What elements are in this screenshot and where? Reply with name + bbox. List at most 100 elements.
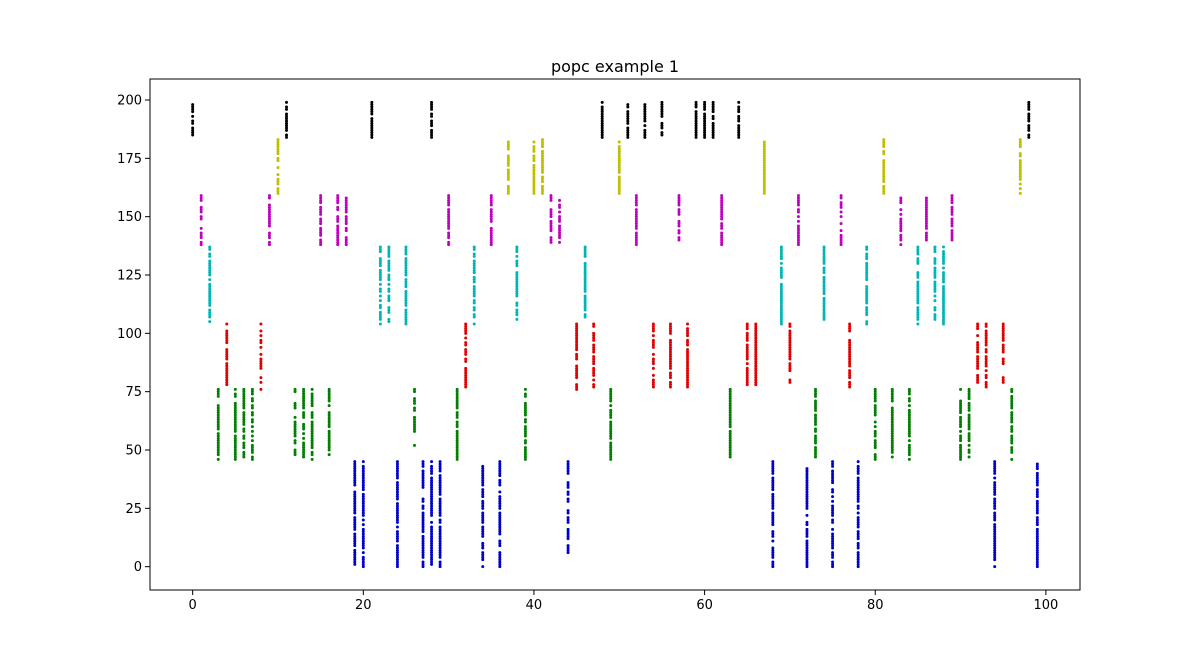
data-point xyxy=(882,184,886,188)
data-point xyxy=(225,366,229,370)
data-point xyxy=(779,268,783,272)
data-point xyxy=(387,259,391,263)
data-point xyxy=(387,308,391,312)
data-point xyxy=(216,422,220,426)
data-point xyxy=(831,539,835,543)
data-point xyxy=(626,126,630,130)
data-point xyxy=(481,553,485,557)
data-point xyxy=(848,322,852,326)
data-point xyxy=(899,222,903,226)
data-point xyxy=(737,114,741,118)
data-point xyxy=(489,196,493,200)
data-point xyxy=(370,133,374,137)
data-point xyxy=(609,397,613,401)
data-point xyxy=(395,511,399,515)
data-point xyxy=(993,499,997,503)
data-point xyxy=(1035,506,1039,510)
data-point xyxy=(651,324,655,328)
data-point xyxy=(216,394,220,398)
data-point xyxy=(796,196,800,200)
data-point xyxy=(549,222,553,226)
data-point xyxy=(754,366,758,370)
data-point xyxy=(353,534,357,538)
data-point xyxy=(242,387,246,391)
data-point xyxy=(728,413,732,417)
data-point xyxy=(361,539,365,543)
data-point xyxy=(771,548,775,552)
data-point xyxy=(327,422,331,426)
data-point xyxy=(771,506,775,510)
data-point xyxy=(1035,492,1039,496)
data-point xyxy=(822,289,826,293)
data-point xyxy=(916,313,920,317)
data-point xyxy=(498,518,502,522)
data-point xyxy=(600,110,604,114)
data-point xyxy=(310,422,314,426)
data-point xyxy=(327,448,331,452)
data-point xyxy=(558,224,562,228)
data-point xyxy=(302,427,306,431)
data-point xyxy=(430,525,434,529)
data-point xyxy=(413,406,416,410)
data-point xyxy=(395,502,399,506)
data-point xyxy=(814,401,817,405)
data-point xyxy=(549,236,553,240)
data-point xyxy=(481,492,485,496)
data-point xyxy=(754,327,758,331)
data-point xyxy=(336,194,340,198)
data-point xyxy=(976,334,980,338)
data-point xyxy=(924,212,928,216)
data-point xyxy=(848,343,852,347)
data-point xyxy=(336,238,340,242)
data-point xyxy=(873,399,877,403)
data-point xyxy=(839,215,843,219)
data-point xyxy=(600,100,604,104)
data-point xyxy=(438,483,442,487)
data-point xyxy=(745,357,749,361)
data-point xyxy=(353,476,357,480)
data-point xyxy=(856,546,860,550)
data-point xyxy=(404,317,408,321)
data-point xyxy=(1001,322,1005,326)
data-point xyxy=(549,229,553,233)
data-point xyxy=(327,399,331,403)
data-point xyxy=(1018,177,1022,181)
data-point xyxy=(489,208,493,212)
data-point xyxy=(737,133,741,137)
data-point xyxy=(515,310,519,314)
data-point xyxy=(771,560,775,564)
data-point xyxy=(822,247,826,251)
data-point xyxy=(1035,520,1039,524)
data-point xyxy=(592,385,596,389)
data-point xyxy=(907,392,911,396)
data-point xyxy=(941,250,945,254)
data-point xyxy=(267,208,271,212)
data-point xyxy=(233,420,237,424)
data-point xyxy=(617,177,621,181)
data-point xyxy=(993,565,997,569)
data-point xyxy=(1001,327,1005,331)
data-point xyxy=(430,133,434,137)
data-point xyxy=(848,327,852,331)
data-point xyxy=(771,565,775,569)
data-point xyxy=(609,415,613,419)
data-point xyxy=(344,215,348,219)
data-point xyxy=(754,329,758,333)
data-point xyxy=(540,145,544,149)
data-point xyxy=(532,159,536,163)
data-point xyxy=(378,275,382,279)
data-point xyxy=(694,119,698,123)
data-point xyxy=(498,516,502,520)
data-point xyxy=(302,455,306,459)
data-point xyxy=(890,436,894,440)
data-point xyxy=(421,539,425,543)
data-point xyxy=(668,376,672,380)
data-point xyxy=(856,516,860,520)
data-point xyxy=(848,357,852,361)
data-point xyxy=(899,219,903,223)
data-point xyxy=(395,548,399,552)
data-point xyxy=(1010,394,1014,398)
data-point xyxy=(242,418,246,422)
data-point xyxy=(660,103,664,107)
